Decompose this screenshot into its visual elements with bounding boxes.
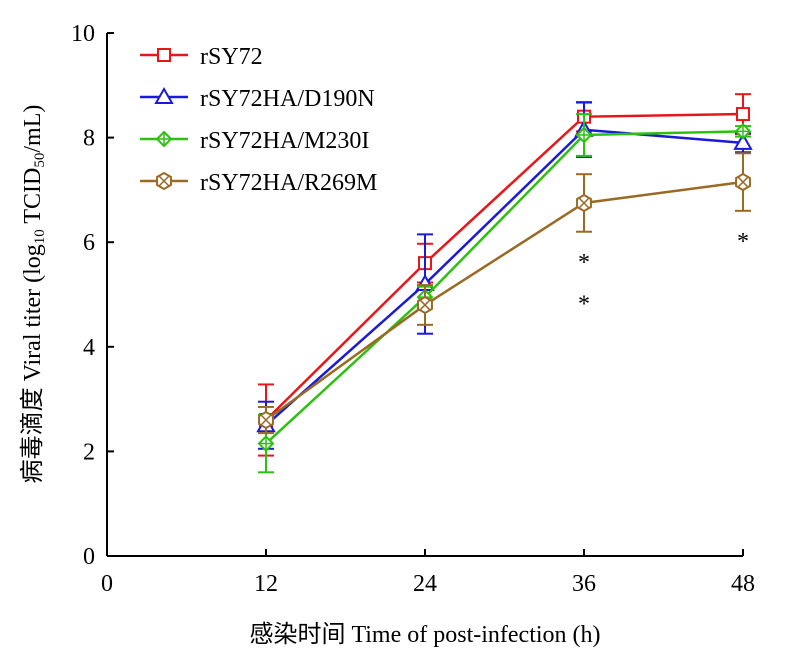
data-point-cross [737,176,749,188]
x-tick-label: 0 [101,571,113,597]
legend-entry-2: rSY72HA/M230I [140,128,369,154]
series-group [256,93,753,474]
y-tick-label: 6 [83,230,95,256]
y-axis-title-sub1: 10 [32,229,48,244]
series-line [265,130,744,445]
data-point-cross [578,197,590,209]
data-point [736,107,750,122]
x-tick-label: 48 [731,571,755,597]
data-point [733,132,753,150]
legend-entry-1: rSY72HA/D190N [140,86,375,112]
legend-label: rSY72HA/R269M [200,170,377,196]
legend-entry-0: rSY72 [140,44,263,70]
data-point-cross [419,299,431,311]
x-axis-title: 感染时间 Time of post-infection (h) [249,621,600,648]
legend: rSY72 rSY72HA/D190N rSY72HA/M230I rSY72HA/R… [140,44,377,196]
legend-marker [157,48,171,62]
y-axis-title-suffix: /mL) [20,105,46,153]
series-line [265,112,744,421]
significance-annotations: * * * [578,229,749,318]
x-tick-label: 36 [572,571,596,597]
significance-asterisk: * [737,229,749,255]
y-tick-label: 10 [71,21,95,47]
significance-asterisk: * [578,292,590,318]
x-tick-label: 24 [413,571,437,597]
legend-label: rSY72 [200,44,263,70]
significance-asterisk: * [578,250,590,276]
y-axis-title-prefix: 病毒滴度 Viral titer (log [19,244,46,483]
legend-marker-cross [158,175,170,187]
y-axis-title: 病毒滴度 Viral titer (log10 TCID50/mL) [19,105,48,484]
legend-label: rSY72HA/M230I [200,128,369,154]
y-tick-label: 4 [83,335,95,361]
legend-label: rSY72HA/D190N [200,86,375,112]
series-3 [258,152,751,435]
y-tick-label: 2 [83,439,95,465]
series-line [265,180,744,422]
series-2 [257,113,752,474]
x-tick-label: 12 [254,571,278,597]
y-axis-title-sub2: 50 [32,153,48,168]
series-1 [256,101,753,450]
y-tick-label: 8 [83,126,95,152]
y-axis-title-mid: TCID [20,168,46,230]
legend-marker [154,86,174,104]
y-tick-label: 0 [83,544,95,570]
series-line [265,128,744,427]
data-point-cross [260,414,272,426]
legend-entry-3: rSY72HA/R269M [140,170,377,196]
